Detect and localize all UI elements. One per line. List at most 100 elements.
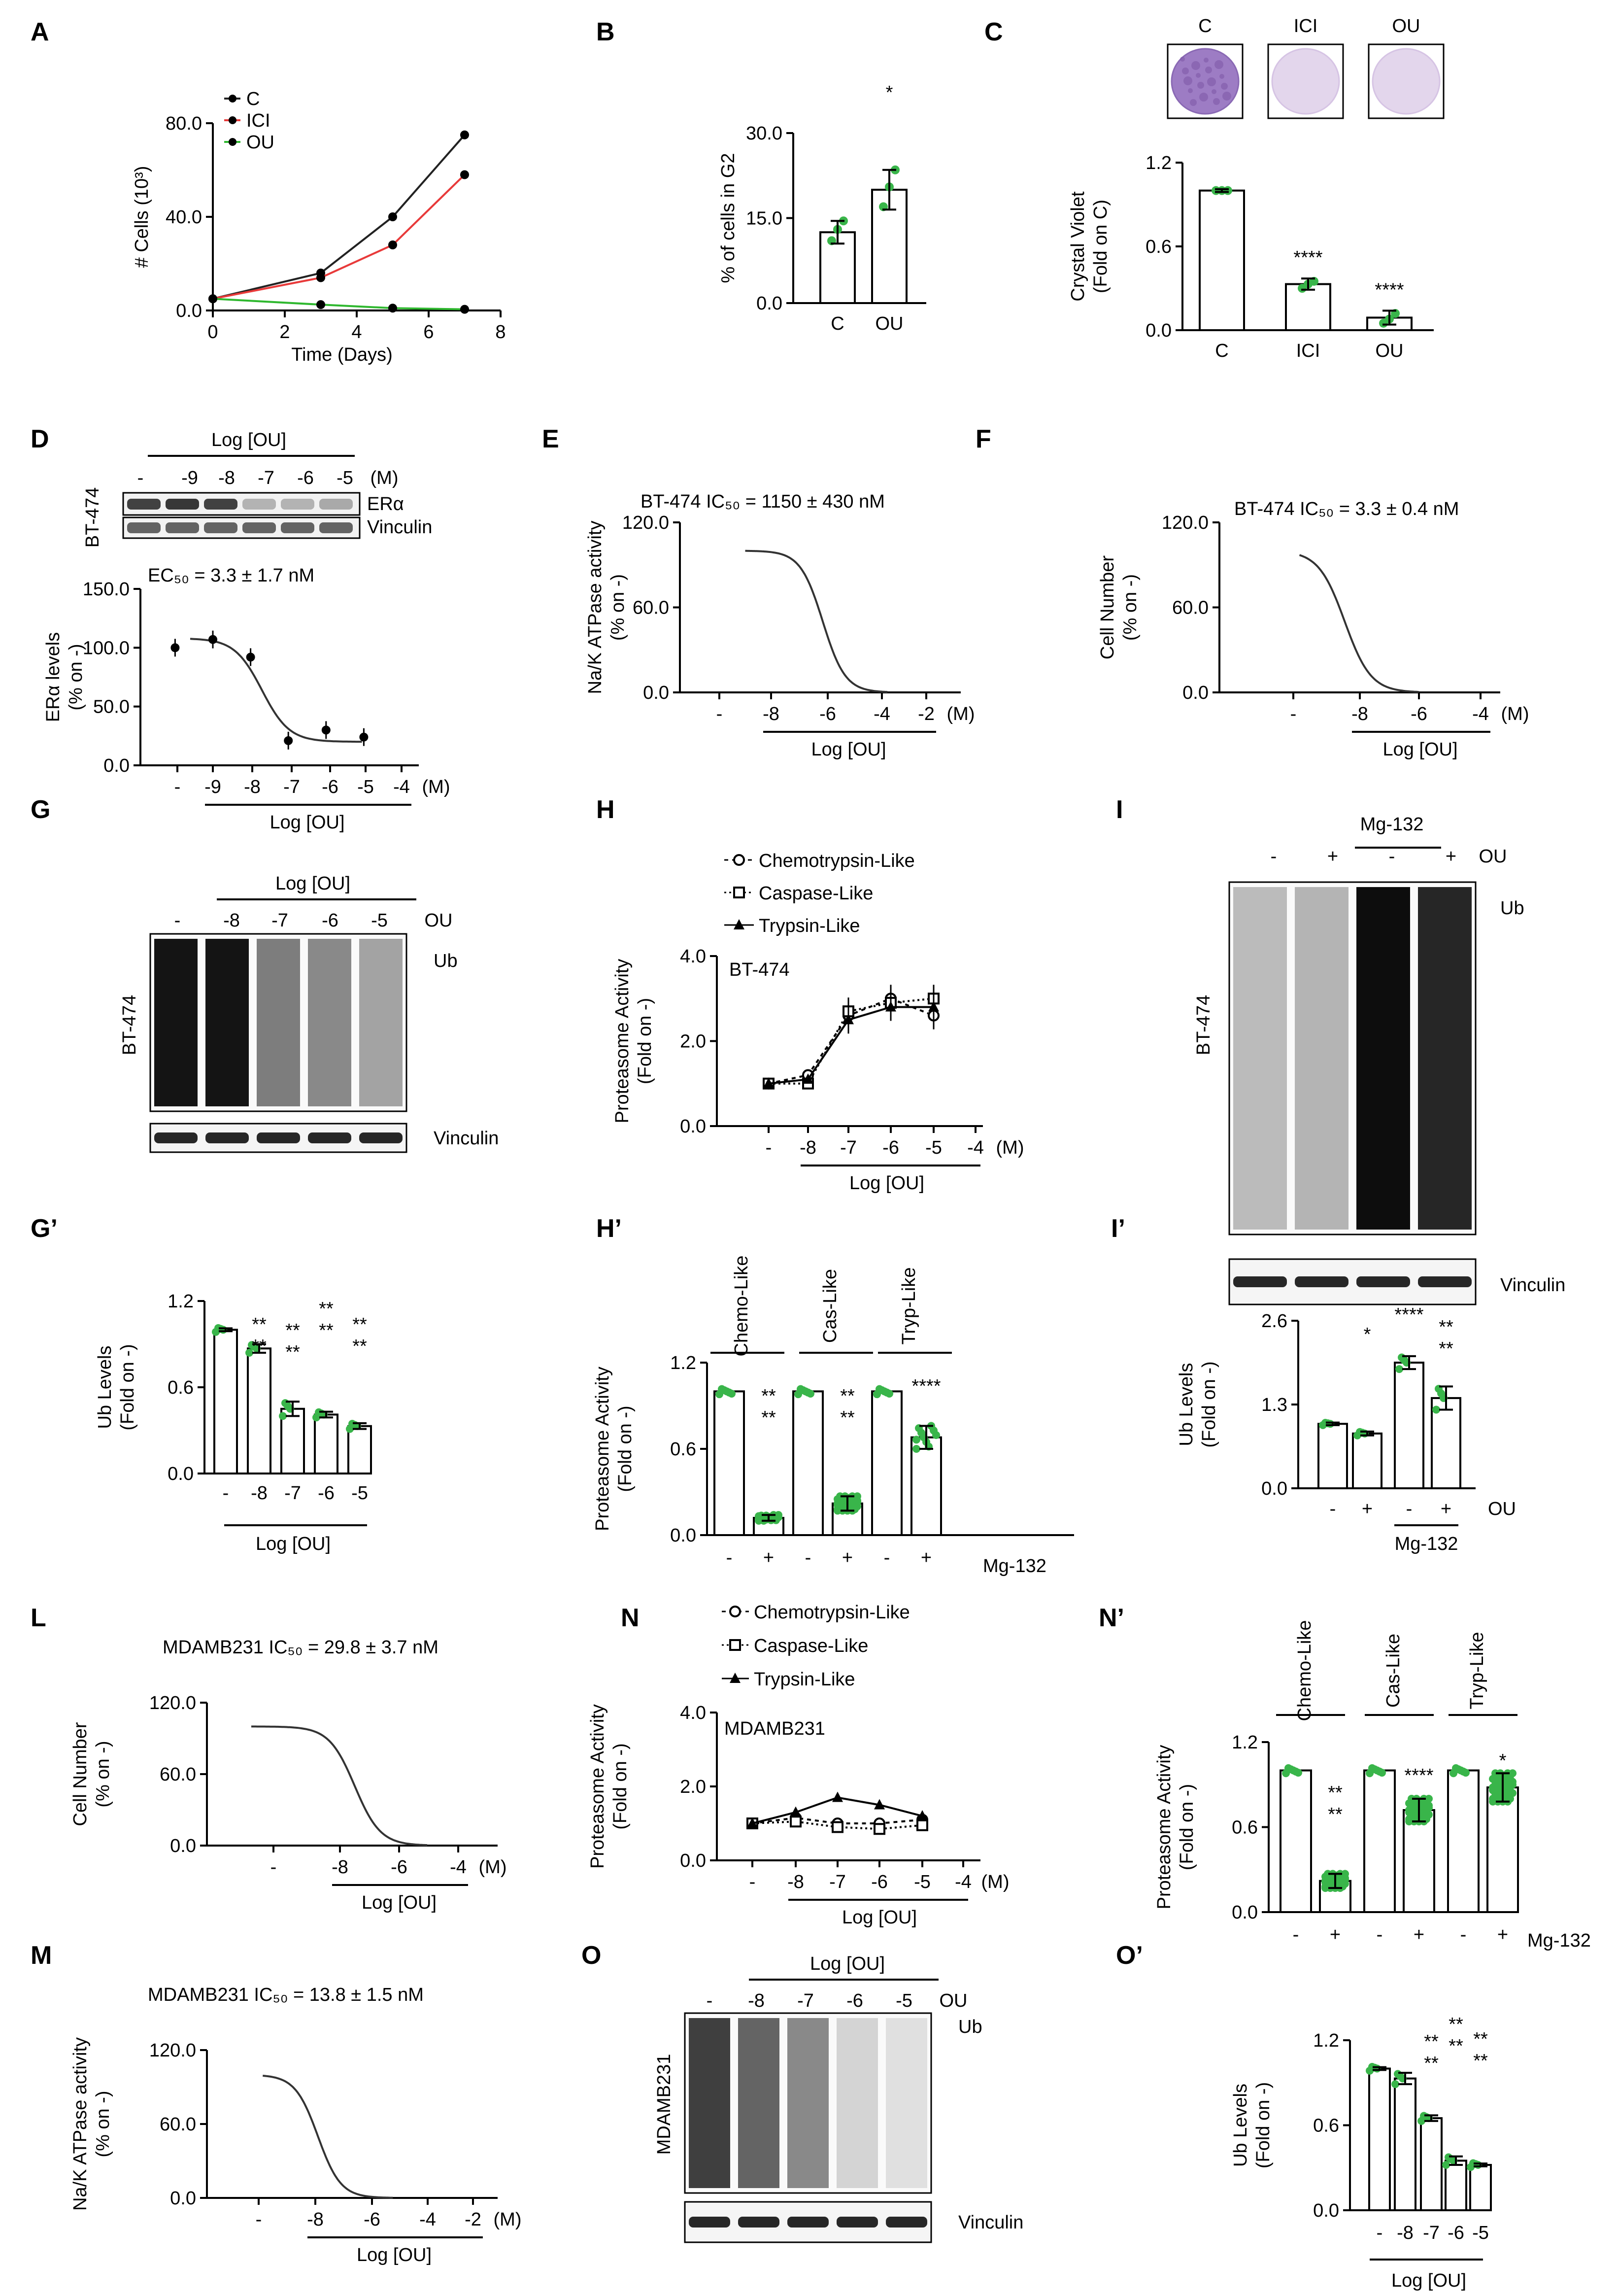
x-tick-label: -5	[357, 777, 374, 797]
significance-stars: *	[1364, 1324, 1371, 1345]
data-marker	[916, 1819, 928, 1831]
data-marker	[917, 1810, 928, 1820]
y-tick-label: 0.0	[176, 301, 202, 321]
blot-band	[281, 522, 314, 533]
x-tick-label: -9	[204, 777, 221, 797]
panel-letter: C	[984, 18, 1003, 46]
chart-title: BT-474 IC₅₀ = 3.3 ± 0.4 nM	[1234, 499, 1459, 519]
bar	[347, 1425, 372, 1474]
bar	[1447, 1769, 1480, 1913]
bar	[1403, 1809, 1435, 1913]
y-tick-label: 60.0	[633, 598, 669, 618]
x-unit: (M)	[422, 777, 450, 797]
y-tick-label: 60.0	[160, 1764, 196, 1785]
y-tick-label: 0.0	[643, 683, 669, 703]
data-point	[912, 1445, 920, 1453]
blot-smear	[787, 2018, 829, 2188]
x-tick-label: +	[921, 1547, 932, 1568]
stain-spot	[1213, 98, 1220, 105]
y-tick-label: 120.0	[149, 1693, 196, 1713]
y-tick-label: 1.2	[168, 1291, 194, 1312]
image-label: C	[1198, 16, 1212, 36]
blot-smear	[359, 939, 403, 1106]
blot-smear	[886, 2018, 927, 2188]
x-axis-label: Time (Days)	[291, 344, 392, 365]
stain-spot	[1197, 82, 1204, 89]
chart-title: EC₅₀ = 3.3 ± 1.7 nM	[148, 565, 314, 586]
bar	[280, 1407, 305, 1474]
x-tick-label: -6	[318, 1483, 335, 1504]
panel-letter: A	[31, 18, 49, 46]
legend-label: Chemotrypsin-Like	[754, 1602, 910, 1623]
data-point	[775, 1511, 782, 1519]
x-tick-label: -6	[391, 1857, 407, 1878]
x-tick-label: -7	[284, 1483, 301, 1504]
significance-stars: **	[840, 1407, 855, 1428]
x-tick-label: +	[1414, 1924, 1424, 1945]
bar	[910, 1436, 942, 1537]
blot-band	[319, 522, 353, 533]
y-axis-label: Na/K ATPase activity	[70, 2037, 91, 2211]
y-tick-label: 0.6	[1232, 1817, 1258, 1838]
blot-band	[127, 522, 161, 533]
group-label: Tryp-Like	[899, 1268, 919, 1345]
y-axis-label: Ub Levels	[1176, 1363, 1197, 1446]
data-marker	[734, 919, 744, 929]
x-tick-label: -8	[1351, 704, 1368, 724]
blot-band	[787, 2217, 829, 2227]
data-marker	[832, 1821, 843, 1833]
data-marker	[803, 1073, 813, 1084]
blot-band	[127, 499, 161, 510]
y-tick-label: 4.0	[680, 946, 706, 967]
significance-stars: ****	[1394, 1304, 1423, 1325]
blot-band	[738, 2217, 779, 2227]
blot-band	[359, 1132, 403, 1143]
data-point	[460, 305, 469, 314]
y-tick-label: 30.0	[746, 123, 782, 144]
bar	[1394, 2077, 1416, 2211]
stain-spot	[1205, 67, 1212, 73]
data-point	[1442, 2161, 1450, 2169]
x-unit: (M)	[1501, 704, 1529, 724]
legend-label: Caspase-Like	[759, 883, 873, 904]
y-axis-label: (Fold on C)	[1090, 200, 1111, 293]
y-tick-label: 0.0	[680, 1851, 706, 1871]
lane-label: -7	[797, 1990, 814, 2011]
y-tick-label: 1.3	[1261, 1395, 1287, 1415]
data-point	[885, 1390, 893, 1398]
x-tick-label: -	[1460, 1924, 1467, 1945]
data-point	[728, 1390, 736, 1398]
stain-spot	[1180, 57, 1185, 62]
stain-spot	[1196, 73, 1201, 78]
data-point	[245, 1349, 253, 1357]
x-tick-label: -	[1377, 1924, 1383, 1945]
blot-band	[166, 499, 199, 510]
lane-label: -8	[223, 910, 240, 931]
x-tick-label: -4	[450, 1857, 467, 1878]
y-tick-label: 2.0	[680, 1031, 706, 1052]
stain-spot	[1199, 93, 1208, 102]
blot-band	[886, 2217, 927, 2227]
y-tick-label: 1.2	[1146, 153, 1172, 173]
y-tick-label: 0.0	[1182, 683, 1209, 703]
data-point	[1326, 1883, 1334, 1891]
x-tick-label: -7	[829, 1872, 846, 1892]
blot-band	[689, 2217, 730, 2227]
y-tick-label: 0.6	[1146, 237, 1172, 257]
blot-strip	[122, 492, 361, 516]
series-line	[768, 1006, 934, 1085]
x-tick-label: -4	[1472, 704, 1489, 724]
group-label: Mg-132	[1395, 1534, 1458, 1554]
y-tick-label: 15.0	[746, 208, 782, 229]
blot-smear	[1295, 887, 1348, 1230]
significance-stars: **	[1473, 2029, 1488, 2050]
bar	[1280, 1769, 1312, 1913]
significance-stars: **	[1449, 2014, 1463, 2035]
panel-letter: M	[31, 1941, 52, 1970]
stain-spot	[1219, 74, 1224, 79]
cell-line-label: MDAMB231	[654, 2054, 674, 2155]
significance-stars: **	[319, 1299, 334, 1319]
lane-label: -6	[846, 1990, 863, 2011]
chart-title: BT-474	[729, 960, 790, 980]
blot-header: Mg-132	[1360, 814, 1424, 835]
